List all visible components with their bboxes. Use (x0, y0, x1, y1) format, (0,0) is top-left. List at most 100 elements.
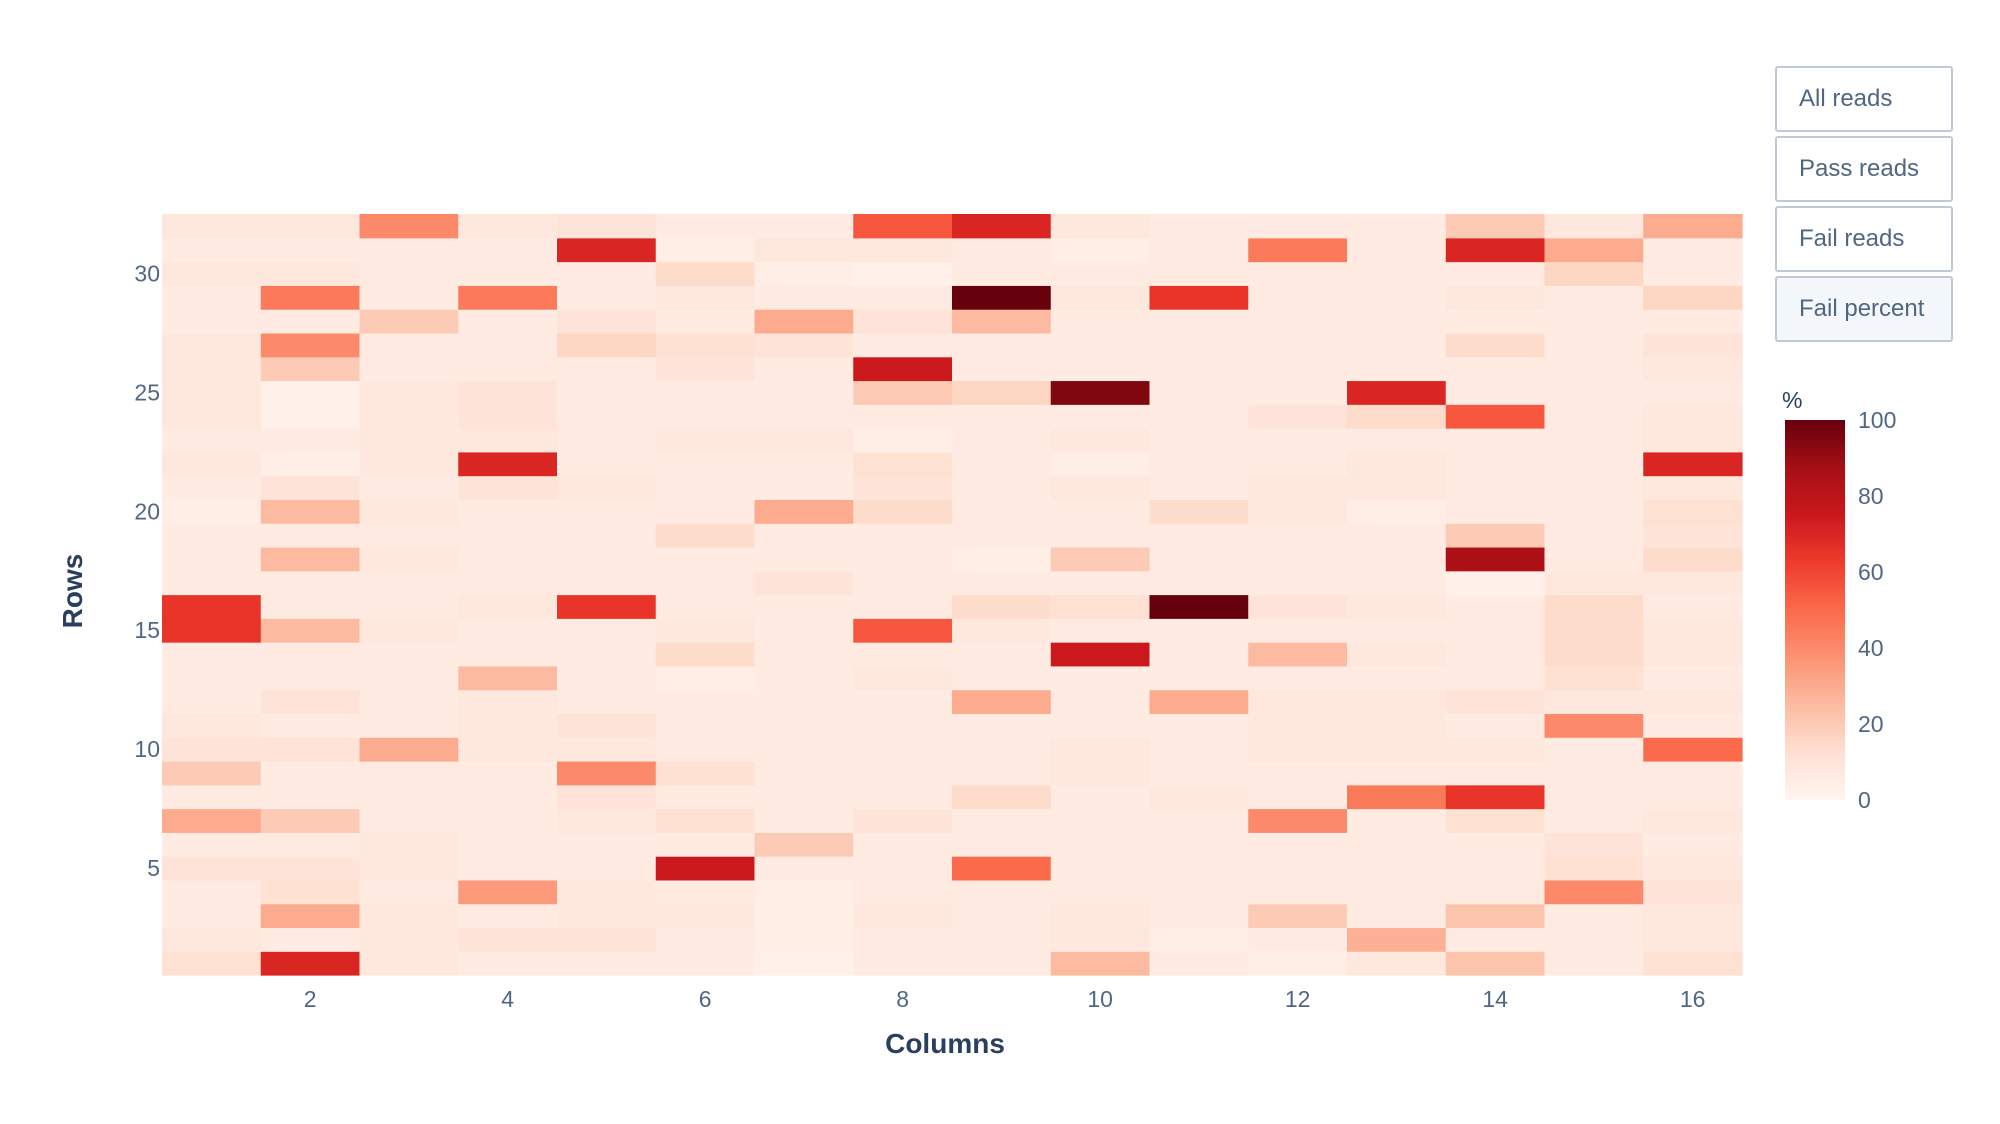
heatmap-cell (754, 451, 854, 477)
heatmap-cell (754, 475, 854, 500)
heatmap-cell (1248, 523, 1348, 548)
heatmap-cell (853, 428, 953, 453)
heatmap-cell (162, 356, 262, 382)
heatmap-cell (1445, 642, 1546, 667)
heatmap-cell (1347, 523, 1447, 548)
heatmap-cell (1347, 428, 1447, 453)
heatmap-cell (1248, 214, 1348, 239)
heatmap-cell (458, 380, 558, 405)
pass-reads-button[interactable]: Pass reads (1775, 136, 1953, 202)
heatmap-cell (260, 261, 361, 286)
heatmap-cell (260, 879, 361, 905)
heatmap-cell (557, 546, 657, 572)
colorbar-tick-label: 40 (1858, 635, 1884, 661)
heatmap-cell (655, 808, 756, 833)
heatmap-cell (1248, 261, 1348, 286)
all-reads-button[interactable]: All reads (1775, 66, 1953, 132)
heatmap-cell (1248, 927, 1348, 952)
heatmap-cell (1347, 713, 1447, 738)
heatmap-cell (952, 428, 1052, 453)
heatmap-cell (1050, 214, 1151, 239)
heatmap-cell (1050, 903, 1151, 929)
heatmap-cell (359, 428, 459, 453)
fail-percent-button[interactable]: Fail percent (1775, 276, 1953, 342)
heatmap-cell (260, 737, 361, 762)
heatmap-cell (754, 523, 854, 548)
heatmap-cell (458, 951, 558, 976)
heatmap-cell (557, 404, 657, 429)
heatmap-cell (1643, 832, 1743, 857)
heatmap-cell (458, 713, 558, 738)
heatmap-cell (359, 285, 459, 310)
colorbar-tick-label: 20 (1858, 711, 1884, 737)
heatmap-cell (359, 546, 459, 572)
heatmap-cell (1643, 951, 1743, 976)
heatmap-cell (1347, 570, 1447, 596)
heatmap-cell (1248, 879, 1348, 905)
x-axis-title: Columns (885, 1028, 1005, 1059)
heatmap-cell (1544, 642, 1644, 667)
heatmap-cell (1445, 689, 1546, 715)
heatmap-cell (1544, 475, 1644, 500)
heatmap-cell (1445, 808, 1546, 833)
heatmap-cell (1643, 499, 1743, 524)
heatmap-cell (557, 737, 657, 762)
heatmap-cell (655, 356, 756, 382)
heatmap-cell (655, 309, 756, 334)
heatmap-cell (1050, 879, 1151, 905)
heatmap-cell (260, 523, 361, 548)
heatmap-cell (1149, 404, 1249, 429)
heatmap-cell (1248, 760, 1348, 786)
heatmap-cell (853, 404, 953, 429)
heatmap-cell (557, 594, 657, 619)
heatmap-cell (458, 451, 558, 477)
heatmap-cell (1445, 665, 1546, 691)
heatmap-cell (853, 594, 953, 619)
heatmap-cell (458, 594, 558, 619)
heatmap-cell (655, 689, 756, 715)
heatmap-cell (1050, 380, 1151, 405)
heatmap-cell (260, 499, 361, 524)
heatmap-cell (655, 570, 756, 596)
heatmap-cell (853, 737, 953, 762)
heatmap-cell (853, 237, 953, 263)
heatmap-cell (655, 832, 756, 857)
heatmap-cell (1050, 642, 1151, 667)
heatmap-cell (1248, 309, 1348, 334)
heatmap-cell (952, 523, 1052, 548)
fail-reads-button[interactable]: Fail reads (1775, 206, 1953, 272)
heatmap-cell (557, 309, 657, 334)
heatmap-cell (1149, 737, 1249, 762)
heatmap-cell (1445, 214, 1546, 239)
heatmap-cell (1050, 737, 1151, 762)
heatmap-cell (1347, 214, 1447, 239)
heatmap-cell (1149, 546, 1249, 572)
heatmap-cell (1248, 475, 1348, 500)
heatmap-cell (952, 356, 1052, 382)
heatmap-cell (1248, 237, 1348, 263)
heatmap-cell (1445, 523, 1546, 548)
heatmap-cell (1544, 689, 1644, 715)
heatmap-cell (1544, 856, 1644, 881)
heatmap-cell (1149, 713, 1249, 738)
heatmap-cell (557, 689, 657, 715)
heatmap-cell (1544, 784, 1644, 810)
heatmap-cell (1149, 951, 1249, 976)
heatmap-cell (1248, 499, 1348, 524)
heatmap-cell (754, 309, 854, 334)
heatmap-cell (458, 570, 558, 596)
heatmap-cell (1347, 879, 1447, 905)
heatmap-cell (557, 499, 657, 524)
heatmap-cell (754, 713, 854, 738)
heatmap-cell (1149, 475, 1249, 500)
heatmap-cell (359, 475, 459, 500)
y-tick-label: 25 (134, 379, 160, 405)
heatmap-cell (162, 499, 262, 524)
heatmap-cell (1643, 309, 1743, 334)
heatmap-cell (359, 832, 459, 857)
heatmap-cell (359, 618, 459, 643)
heatmap-cell (655, 475, 756, 500)
heatmap-cell (1544, 523, 1644, 548)
heatmap-cell (458, 356, 558, 382)
heatmap-cell (557, 428, 657, 453)
